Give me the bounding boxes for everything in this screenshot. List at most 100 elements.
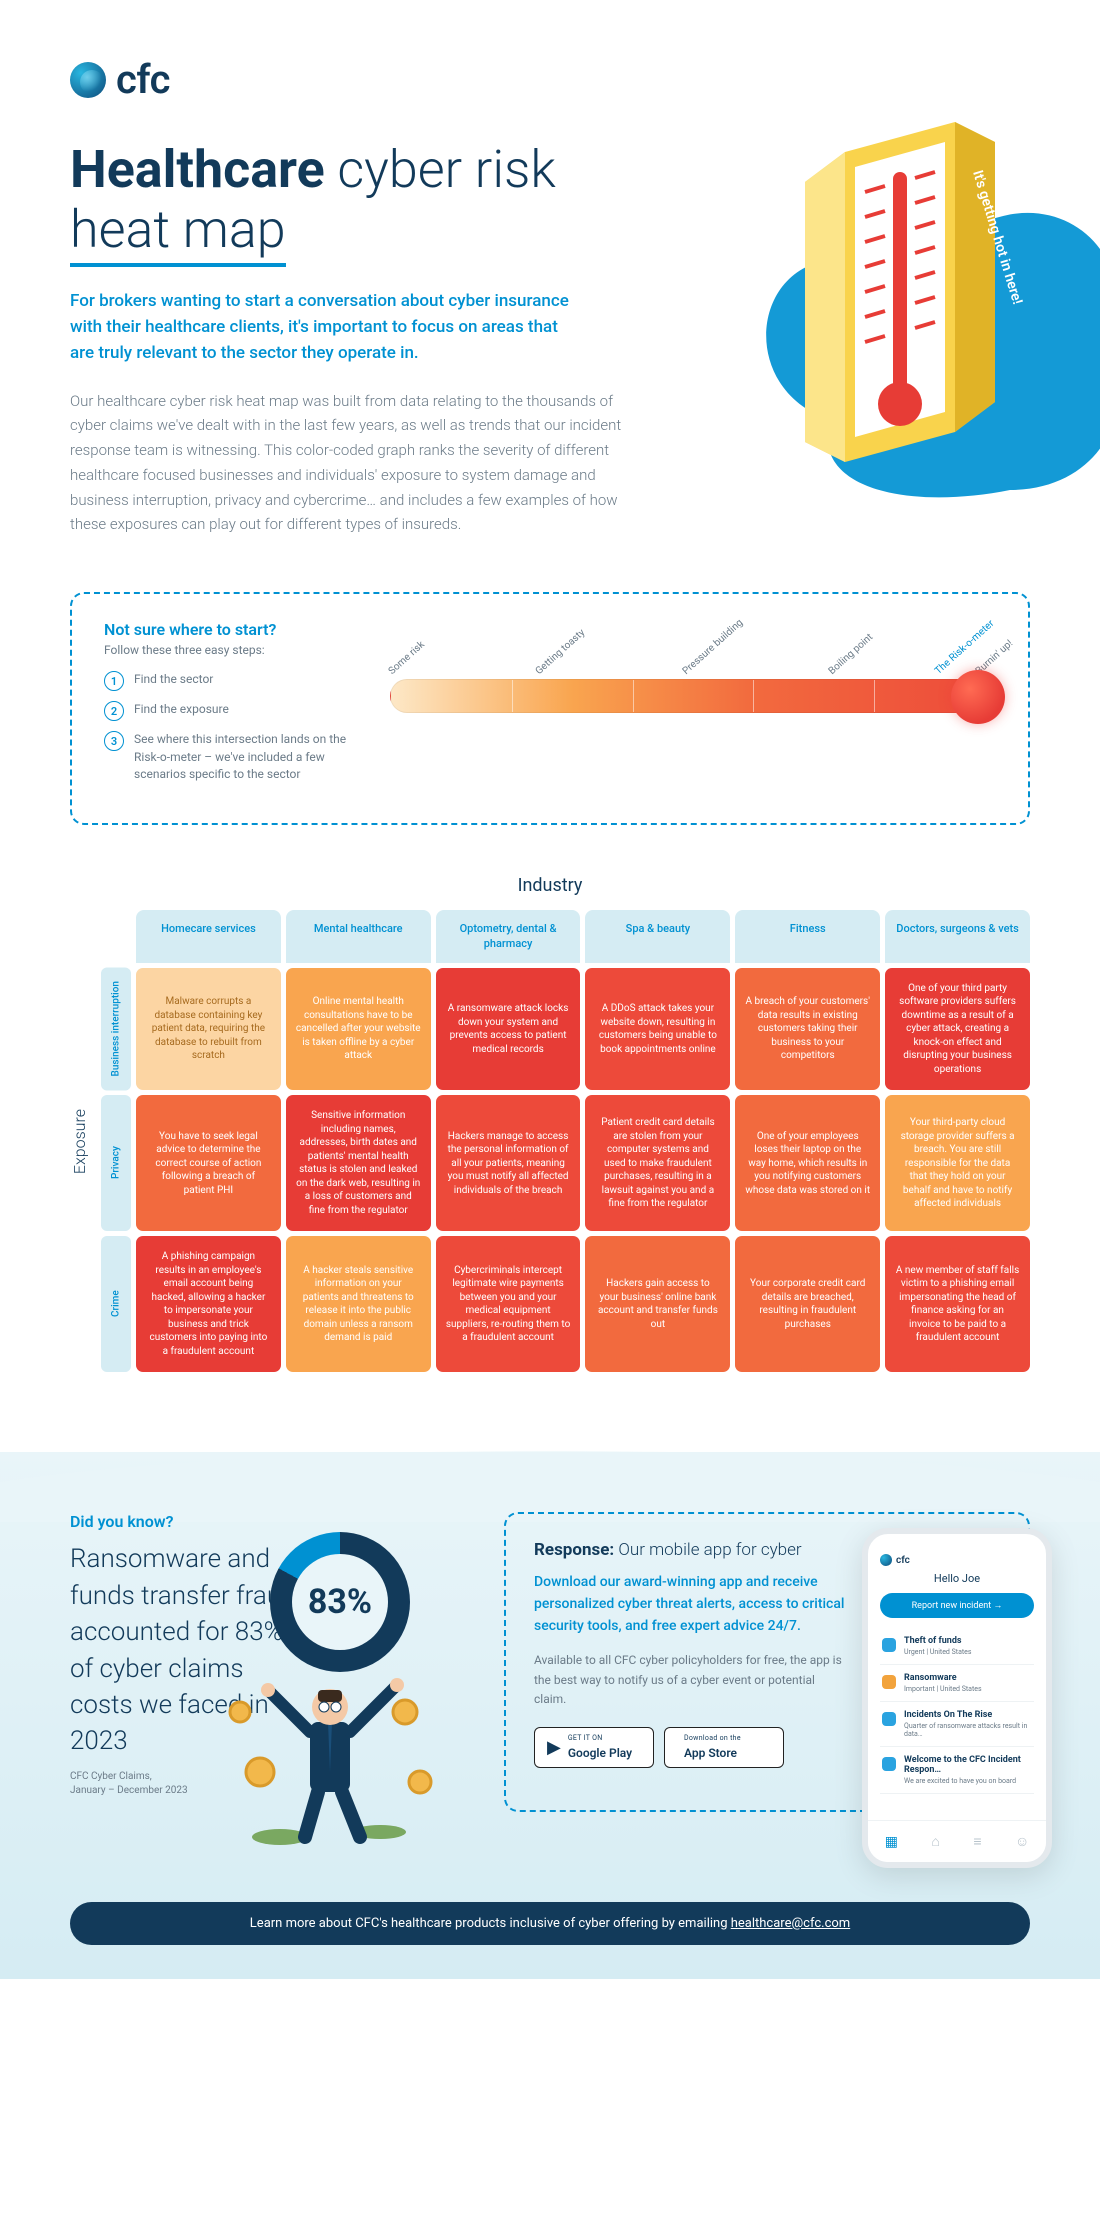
title-rest: cyber risk <box>325 139 556 200</box>
hero-lede: For brokers wanting to start a conversat… <box>70 288 580 367</box>
footer-cta: Learn more about CFC's healthcare produc… <box>70 1902 1030 1945</box>
steps-sub: Follow these three easy steps: <box>104 643 354 657</box>
meter-label: Pressure building <box>680 668 688 677</box>
alert-title: Welcome to the CFC Incident Respon… <box>904 1755 1032 1775</box>
alert-sub: Urgent | United States <box>904 1648 972 1656</box>
heat-column-header: Fitness <box>735 910 880 963</box>
step-item: 2 Find the exposure <box>104 701 354 721</box>
alert-color-icon <box>882 1638 896 1652</box>
heat-cell: Patient credit card details are stolen f… <box>585 1095 730 1231</box>
heat-cell: Online mental health consultations have … <box>286 968 431 1091</box>
response-lede: Download our award-winning app and recei… <box>534 1572 848 1637</box>
heat-row-header: Privacy <box>101 1095 131 1231</box>
heat-cell: Your third-party cloud storage provider … <box>885 1095 1030 1231</box>
dyk-heading: Did you know? <box>70 1512 460 1531</box>
meter-label: Boiling point <box>827 668 835 677</box>
footer-email-link[interactable]: healthcare@cfc.com <box>731 1916 850 1931</box>
heat-column-header: Spa & beauty <box>585 910 730 963</box>
phone-alert-item[interactable]: Theft of funds Urgent | United States <box>880 1628 1034 1665</box>
phone-mockup: cfc Hello Joe Report new incident → Thef… <box>862 1528 1052 1868</box>
phone-nav: ▦ ⌂ ≡ ☺ <box>868 1820 1046 1862</box>
money-person-illustration <box>210 1652 440 1852</box>
heat-x-axis: Industry <box>70 875 1030 896</box>
response-box: Response: Our mobile app for cyber Downl… <box>504 1512 1030 1812</box>
heat-cell: Sensitive information including names, a… <box>286 1095 431 1231</box>
did-you-know: Did you know? Ransomware and funds trans… <box>70 1512 460 1852</box>
heat-y-axis: Exposure <box>70 1109 89 1174</box>
heat-cell: A phishing campaign results in an employ… <box>136 1236 281 1372</box>
step-text: See where this intersection lands on the… <box>134 731 354 783</box>
heat-column-header: Doctors, surgeons & vets <box>885 910 1030 963</box>
heat-cell: Cybercriminals intercept legitimate wire… <box>436 1236 581 1372</box>
heat-cell: A ransomware attack locks down your syst… <box>436 968 581 1091</box>
response-body: Available to all CFC cyber policyholders… <box>534 1651 848 1709</box>
bars-icon[interactable]: ≡ <box>973 1833 981 1850</box>
alert-color-icon <box>882 1675 896 1689</box>
alert-sub: We are excited to have you on board <box>904 1777 1032 1785</box>
cloud-icon <box>710 110 1100 540</box>
title-underline: heat map <box>70 199 286 267</box>
response-heading: Response: Our mobile app for cyber <box>534 1540 848 1560</box>
heat-cell: A DDoS attack takes your website down, r… <box>585 968 730 1091</box>
thermometer-icon: It's getting hot in here! <box>805 122 1035 482</box>
alert-sub: Quarter of ransomware attacks result in … <box>904 1722 1032 1738</box>
footer-text: Learn more about CFC's healthcare produc… <box>250 1916 731 1931</box>
risk-o-meter <box>390 679 996 713</box>
bottom-section: Did you know? Ransomware and funds trans… <box>0 1452 1100 1979</box>
user-icon[interactable]: ☺ <box>1015 1833 1029 1850</box>
phone-alert-item[interactable]: RansomwareImportant | United States <box>880 1665 1034 1702</box>
meter-label: Getting toasty <box>533 668 541 677</box>
alert-title: Theft of funds <box>904 1636 972 1646</box>
step-item: 3 See where this intersection lands on t… <box>104 731 354 783</box>
alert-title: Incidents On The Rise <box>904 1710 1032 1720</box>
donut-value: 83% <box>308 1582 372 1622</box>
phone-alert-item[interactable]: Incidents On The Rise Quarter of ransomwa… <box>880 1702 1034 1747</box>
heat-cell: One of your employees loses their laptop… <box>735 1095 880 1231</box>
phone-alert-item[interactable]: Welcome to the CFC Incident Respon… We ar… <box>880 1747 1034 1794</box>
google-play-badge[interactable]: ▶ GET IT ONGoogle Play <box>534 1727 654 1768</box>
heat-cell: Malware corrupts a database containing k… <box>136 968 281 1091</box>
heat-cell: You have to seek legal advice to determi… <box>136 1095 281 1231</box>
heat-column-header: Mental healthcare <box>286 910 431 963</box>
alert-sub: Important | United States <box>904 1685 982 1693</box>
home-icon[interactable]: ⌂ <box>931 1833 939 1850</box>
heat-cell: One of your third party software provide… <box>885 968 1030 1091</box>
hero-body: Our healthcare cyber risk heat map was b… <box>70 389 630 538</box>
heat-cell: Your corporate credit card details are b… <box>735 1236 880 1372</box>
step-number: 1 <box>104 671 124 691</box>
heat-map: Industry Exposure Homecare servicesMenta… <box>70 875 1030 1452</box>
page-title: Healthcare cyber risk heat map <box>70 140 590 260</box>
heat-column-header: Optometry, dental & pharmacy <box>436 910 581 963</box>
step-item: 1 Find the sector <box>104 671 354 691</box>
heat-column-header: Homecare services <box>136 910 281 963</box>
alert-color-icon <box>882 1712 896 1726</box>
heat-cell: A new member of staff falls victim to a … <box>885 1236 1030 1372</box>
step-text: Find the exposure <box>134 701 229 721</box>
step-number: 2 <box>104 701 124 721</box>
meter-label: Some risk <box>387 668 395 677</box>
hero-illustration: It's getting hot in here! <box>710 110 1100 540</box>
brand-name: cfc <box>116 60 170 100</box>
svg-text:It's getting hot in here!: It's getting hot in here! <box>969 168 1025 306</box>
grid-icon[interactable]: ▦ <box>885 1834 898 1850</box>
logo-mark-icon <box>70 62 106 98</box>
alert-color-icon <box>882 1757 896 1771</box>
steps-heading: Not sure where to start? <box>104 620 354 639</box>
heat-cell: Hackers manage to access the personal in… <box>436 1095 581 1231</box>
steps-box: Not sure where to start? Follow these th… <box>70 592 1030 825</box>
phone-greeting: Hello Joe <box>880 1572 1034 1585</box>
brand-logo: cfc <box>70 60 1030 100</box>
donut-chart: 83% <box>270 1532 410 1672</box>
heat-cell: A breach of your customers' data results… <box>735 968 880 1091</box>
phone-cta[interactable]: Report new incident → <box>880 1593 1034 1618</box>
hero: Healthcare cyber risk heat map For broke… <box>70 140 1030 537</box>
google-play-icon: ▶ <box>547 1739 561 1757</box>
app-store-badge[interactable]: Download on theApp Store <box>664 1727 784 1768</box>
step-text: Find the sector <box>134 671 213 691</box>
heat-row-header: Crime <box>101 1236 131 1372</box>
heat-cell: Hackers gain access to your business' on… <box>585 1236 730 1372</box>
heat-cell: A hacker steals sensitive information on… <box>286 1236 431 1372</box>
step-number: 3 <box>104 731 124 751</box>
heat-row-header: Business interruption <box>101 968 131 1091</box>
title-bold: Healthcare <box>70 139 325 200</box>
